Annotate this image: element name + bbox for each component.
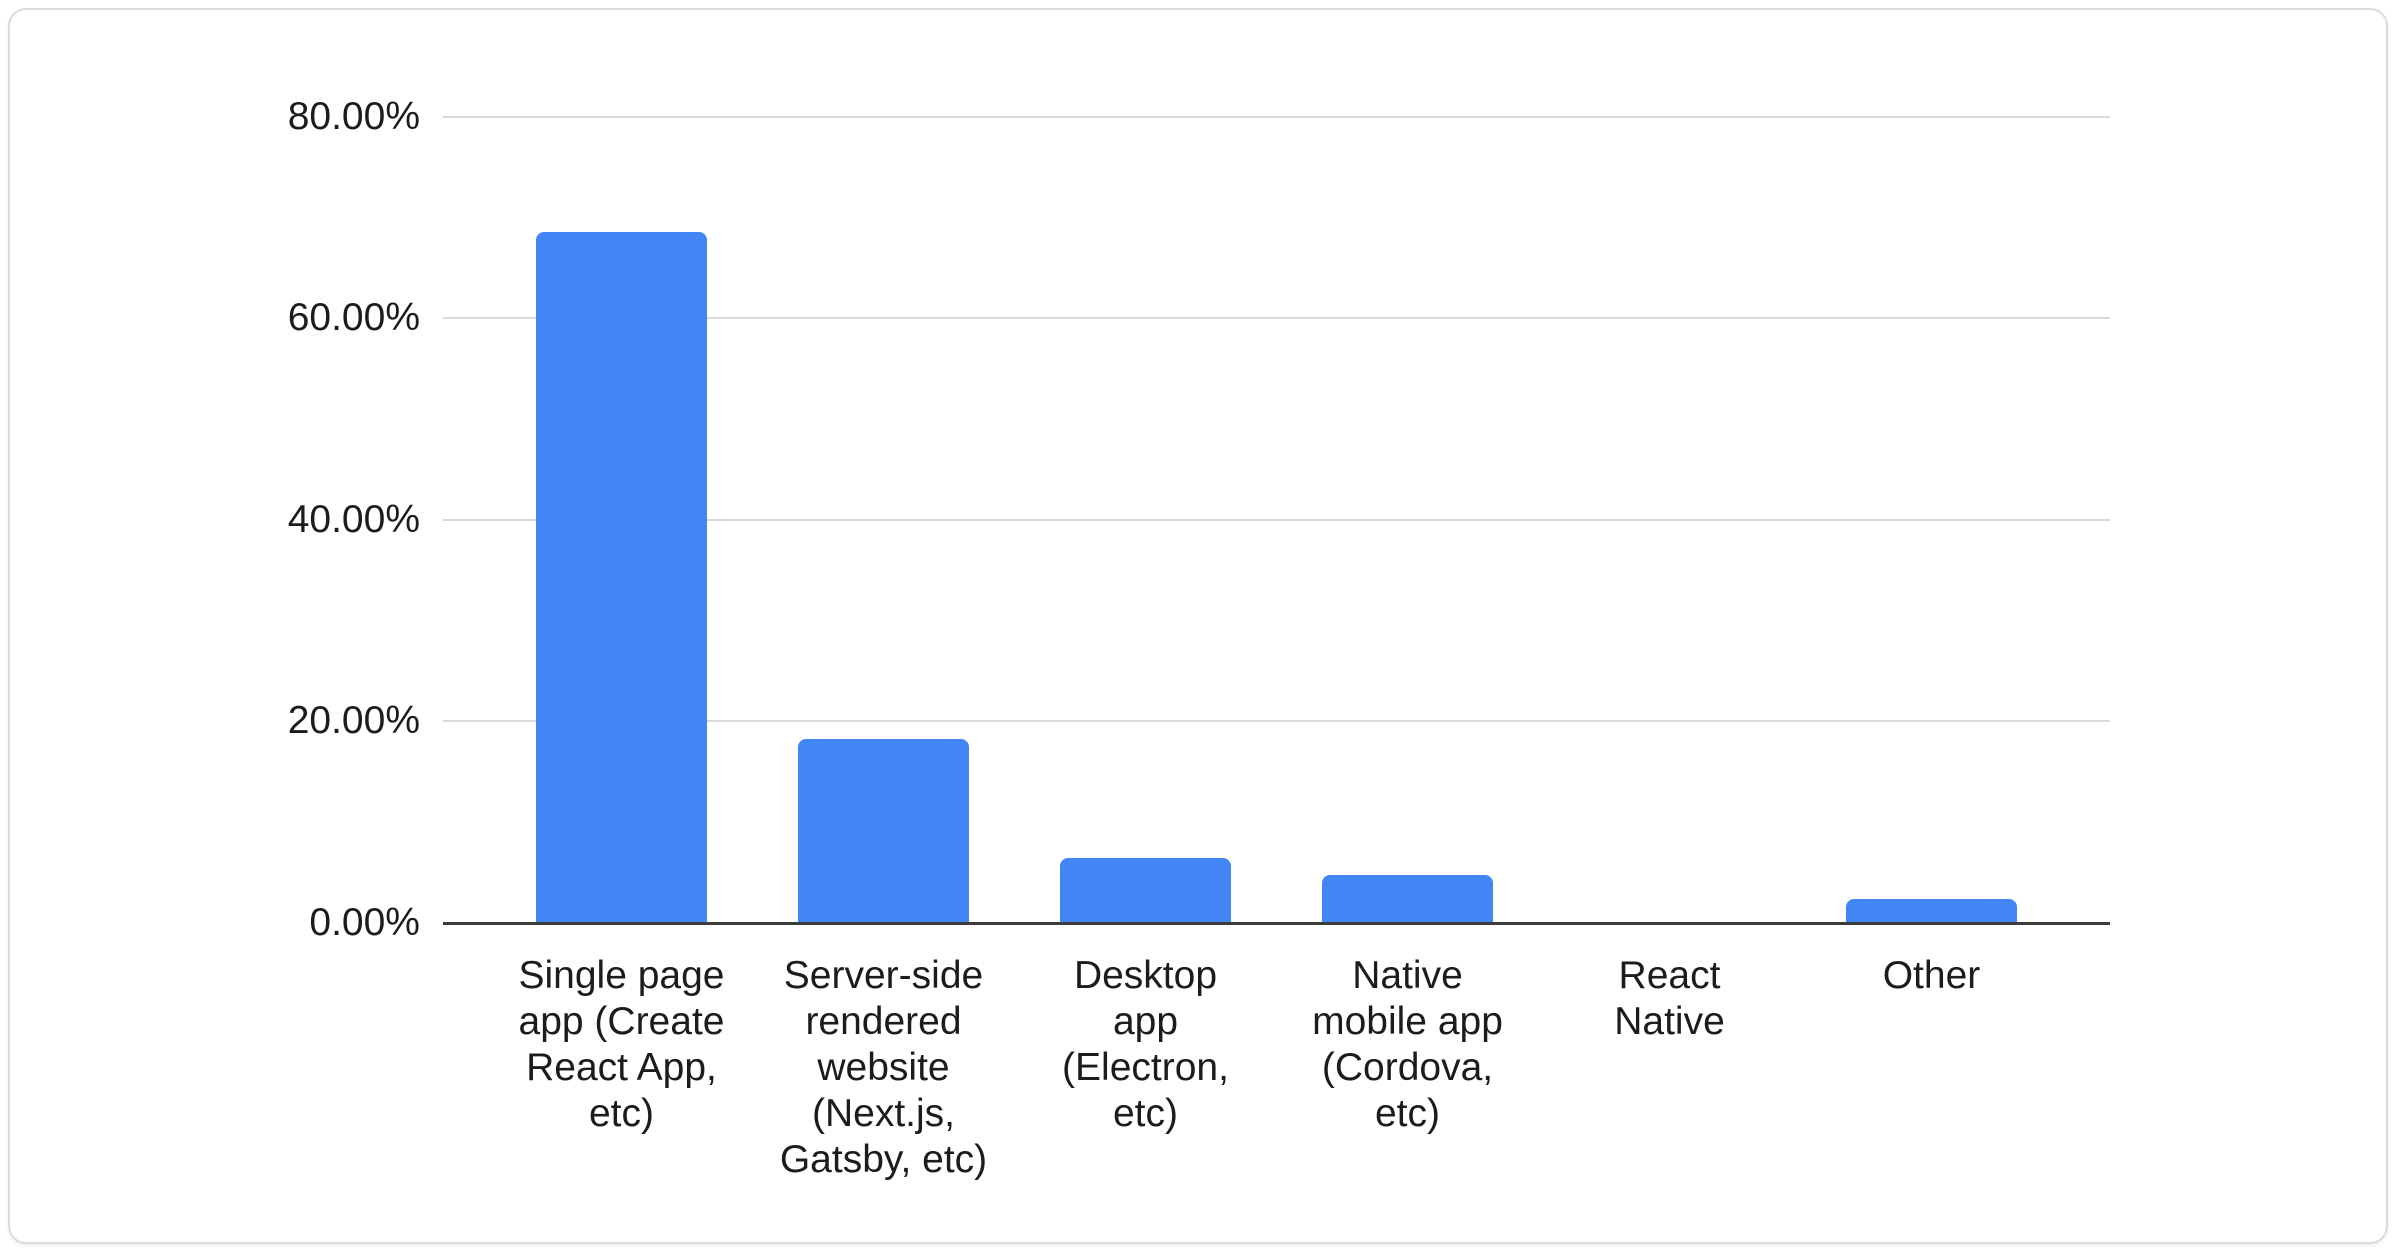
x-category-label-single-page-app: Single page app (Create React App, etc) — [518, 954, 725, 1135]
y-tick-label-60: 60.00% — [287, 296, 420, 340]
y-tick-label-0: 0.00% — [309, 901, 420, 944]
bar-single-page-app[interactable] — [536, 232, 707, 923]
x-category-label-desktop-app: Desktop app (Electron, etc) — [1062, 954, 1229, 1135]
y-tick-label-80: 80.00% — [287, 94, 420, 138]
bar-server-side-rendered-website[interactable] — [798, 738, 969, 923]
y-tick-label-20: 20.00% — [287, 699, 420, 743]
gridline-60 — [443, 317, 2110, 320]
gridline-80 — [443, 115, 2110, 118]
bar-desktop-app[interactable] — [1060, 858, 1231, 923]
gridline-40 — [443, 518, 2110, 521]
x-category-label-react-native: React Native — [1614, 954, 1725, 1043]
x-category-label-server-side-rendered-website: Server-side rendered website (Next.js, G… — [779, 954, 988, 1181]
x-category-label-other: Other — [1882, 954, 1981, 997]
chart-card — [8, 8, 2388, 1244]
y-tick-label-40: 40.00% — [287, 497, 420, 541]
x-axis-line — [443, 922, 2110, 925]
gridline-20 — [443, 720, 2110, 723]
x-category-label-native-mobile-app: Native mobile app (Cordova, etc) — [1312, 954, 1503, 1135]
bar-other[interactable] — [1846, 898, 2017, 923]
bar-native-mobile-app[interactable] — [1322, 874, 1493, 923]
